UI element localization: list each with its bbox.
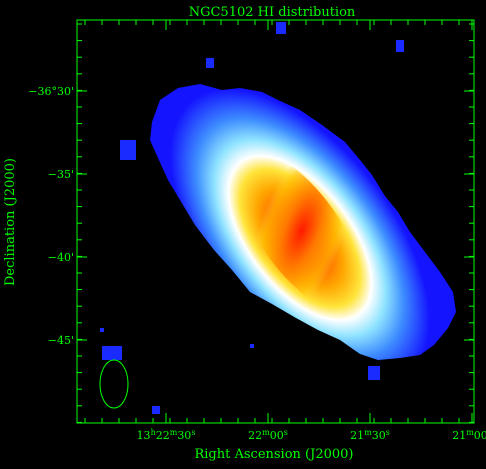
beam-ellipse xyxy=(99,359,129,409)
x-tick-label: 21m30s xyxy=(350,428,390,442)
y-tick-labels: −36°30' −35' −40' −45' xyxy=(28,85,74,347)
x-tick-label: 22m00s xyxy=(248,428,288,442)
hi-blob xyxy=(100,328,104,332)
x-tick-label: 13h22m30s xyxy=(137,428,196,442)
hi-intensity-map xyxy=(100,22,456,414)
plot-frame xyxy=(76,19,475,424)
hi-blob xyxy=(396,40,404,52)
y-tick-label: −35' xyxy=(48,168,74,181)
galaxy-core xyxy=(237,153,363,311)
y-tick-label: −45' xyxy=(48,334,74,347)
hi-blob xyxy=(152,406,160,414)
hi-blob xyxy=(368,366,380,380)
figure-title: NGC5102 HI distribution xyxy=(189,5,356,20)
x-tick-labels: 13h22m30s 22m00s 21m30s 21m00 xyxy=(137,428,486,442)
axis-ticks xyxy=(77,20,474,423)
hi-blob xyxy=(120,140,136,160)
y-tick-label: −40' xyxy=(48,251,74,264)
x-axis-label: Right Ascension (J2000) xyxy=(194,447,353,462)
hi-blob xyxy=(102,346,122,360)
x-tick-label: 21m00 xyxy=(452,428,486,442)
hi-blob xyxy=(250,344,254,348)
y-axis-label: Declination (J2000) xyxy=(3,158,18,286)
hi-blob xyxy=(276,22,286,34)
y-tick-label: −36°30' xyxy=(28,85,74,98)
hi-blob xyxy=(206,58,214,68)
